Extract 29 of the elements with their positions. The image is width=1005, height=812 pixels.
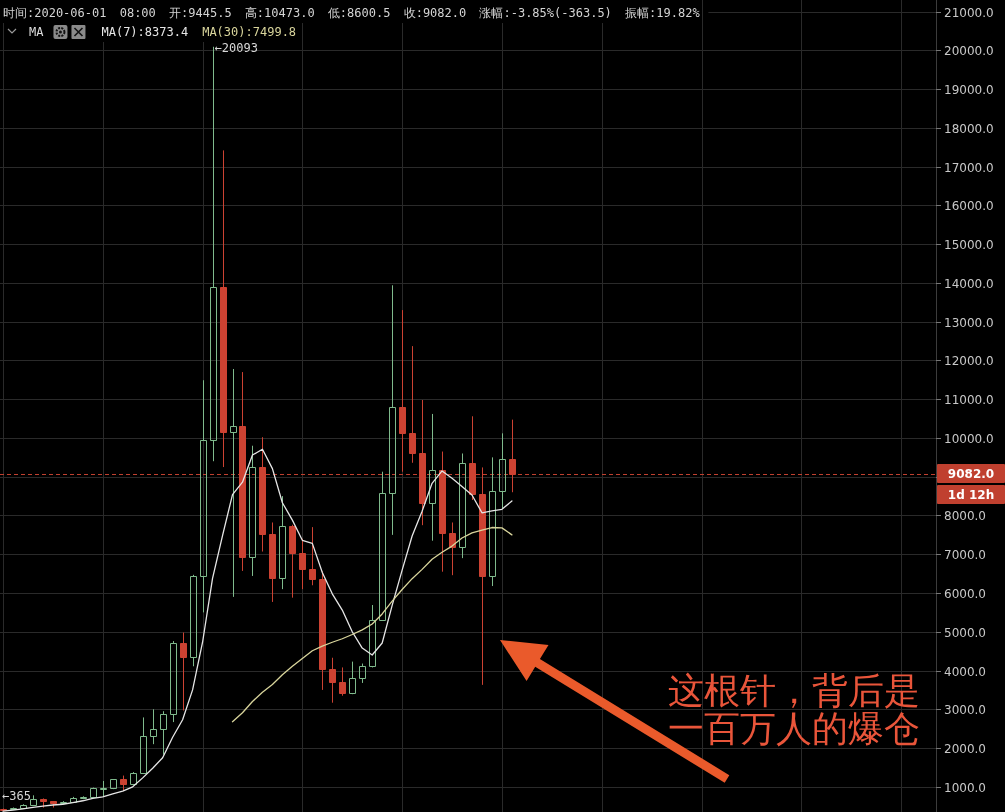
title: 时间:2020-06-01 08:00 开:9445.5 高:10473.0 低:8600.5 收:9082.0 涨幅:-3.85%(-363.5) 振幅:19.82%: [3, 6, 700, 20]
annotation: ←365: [2, 789, 31, 803]
y-tick-label: 19000.0: [944, 82, 994, 97]
y-tick-label: 8000.0: [944, 508, 986, 523]
y-tick-label: 5000.0: [944, 625, 986, 640]
legend-label: MA(30):7499.8: [202, 25, 297, 39]
y-tick-label: 3000.0: [944, 702, 986, 717]
y-tick-label: 16000.0: [944, 198, 994, 213]
annotation: ←20093: [214, 40, 258, 55]
y-tick-label: 6000.0: [944, 586, 986, 601]
y-tick-label: 10000.0: [944, 431, 994, 446]
y-tick-label: 7000.0: [944, 547, 986, 562]
y-tick-label: 2000.0: [944, 741, 986, 756]
y-tick-label: 13000.0: [944, 315, 994, 330]
legend-label: MA(7):8373.4: [101, 25, 189, 39]
price-tag: 9082.0: [937, 464, 1005, 484]
y-tick-label: 4000.0: [944, 664, 986, 679]
y-tick-label: 17000.0: [944, 160, 994, 175]
legend-title: MA: [29, 25, 44, 39]
y-tick-label: 1000.0: [944, 780, 986, 795]
y-tick-label: 12000.0: [944, 353, 994, 368]
countdown-tag: 1d 12h: [937, 485, 1005, 505]
y-tick-label: 18000.0: [944, 121, 994, 136]
y-tick-label: 15000.0: [944, 237, 994, 252]
annotation: 这根针，背后是一百万人的爆仓: [668, 670, 920, 749]
y-tick-label: 11000.0: [944, 392, 994, 407]
y-tick-label: 20000.0: [944, 43, 994, 58]
y-tick-label: 21000.0: [944, 5, 994, 20]
y-tick-label: 14000.0: [944, 276, 994, 291]
